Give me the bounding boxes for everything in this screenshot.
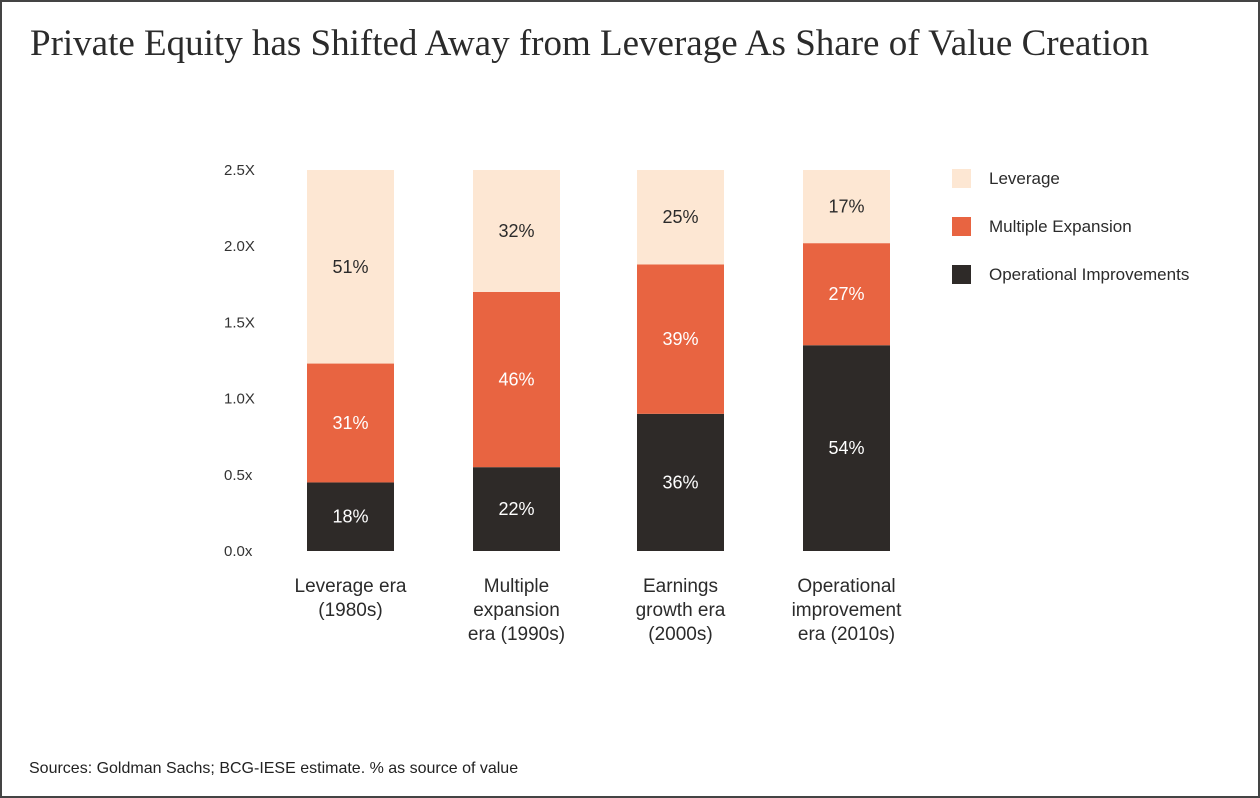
x-tick-label: (1980s): [318, 600, 382, 621]
source-note: Sources: Goldman Sachs; BCG-IESE estimat…: [29, 760, 519, 777]
x-tick-label: improvement: [792, 600, 903, 621]
x-tick-label: era (2010s): [798, 624, 895, 645]
legend: Leverage Multiple Expansion Operational Im…: [952, 169, 1189, 284]
bar-segment: [803, 170, 890, 244]
data-label: 46%: [498, 370, 534, 390]
data-label: 31%: [332, 413, 368, 433]
x-tick-label: Operational: [797, 576, 895, 597]
data-label: 54%: [828, 438, 864, 458]
data-label: 17%: [828, 197, 864, 217]
y-tick-label: 0.5x: [224, 467, 253, 484]
bar-segment: [803, 243, 890, 346]
bar-segment: [307, 363, 394, 483]
bar-segment: [637, 413, 724, 551]
data-label: 27%: [828, 284, 864, 304]
legend-label: Leverage: [989, 169, 1060, 188]
bar-segment: [307, 482, 394, 551]
data-label: 36%: [662, 472, 698, 492]
legend-swatch: [952, 265, 971, 284]
x-tick-label: (2000s): [648, 624, 712, 645]
chart-title: Private Equity has Shifted Away from Lev…: [30, 23, 1149, 64]
x-tick-label: Multiple: [484, 576, 549, 597]
data-label: 18%: [332, 507, 368, 527]
x-axis: Leverage era (1980s) Multiple expansion era …: [295, 576, 903, 645]
bar-segment: [307, 170, 394, 364]
x-tick-label: growth era: [636, 600, 726, 621]
x-tick-label: era (1990s): [468, 624, 565, 645]
y-tick-label: 1.5X: [224, 314, 255, 331]
data-label: 32%: [498, 221, 534, 241]
data-label: 22%: [498, 499, 534, 519]
bar-segment: [637, 264, 724, 414]
legend-swatch: [952, 169, 971, 188]
bar-segment: [473, 170, 560, 292]
x-tick-label: Earnings: [643, 576, 718, 597]
data-label: 51%: [332, 257, 368, 277]
y-tick-label: 2.0X: [224, 238, 255, 255]
bar-segment: [637, 170, 724, 265]
y-tick-label: 1.0X: [224, 391, 255, 408]
legend-label: Operational Improvements: [989, 265, 1189, 284]
legend-label: Multiple Expansion: [989, 217, 1132, 236]
bar-segment: [803, 345, 890, 551]
x-tick-label: Leverage era: [295, 576, 407, 597]
y-axis: 0.0x 0.5x 1.0X 1.5X 2.0X 2.5X: [224, 162, 255, 560]
legend-swatch: [952, 217, 971, 236]
y-tick-label: 2.5X: [224, 162, 255, 179]
bars: 18% 31% 51% 22% 46% 32% 36% 39% 25% 54% 27% 17%: [307, 170, 890, 551]
bar-segment: [473, 467, 560, 551]
y-tick-label: 0.0x: [224, 543, 253, 560]
data-label: 39%: [662, 329, 698, 349]
bar-segment: [473, 291, 560, 468]
data-label: 25%: [662, 207, 698, 227]
x-tick-label: expansion: [473, 600, 560, 621]
